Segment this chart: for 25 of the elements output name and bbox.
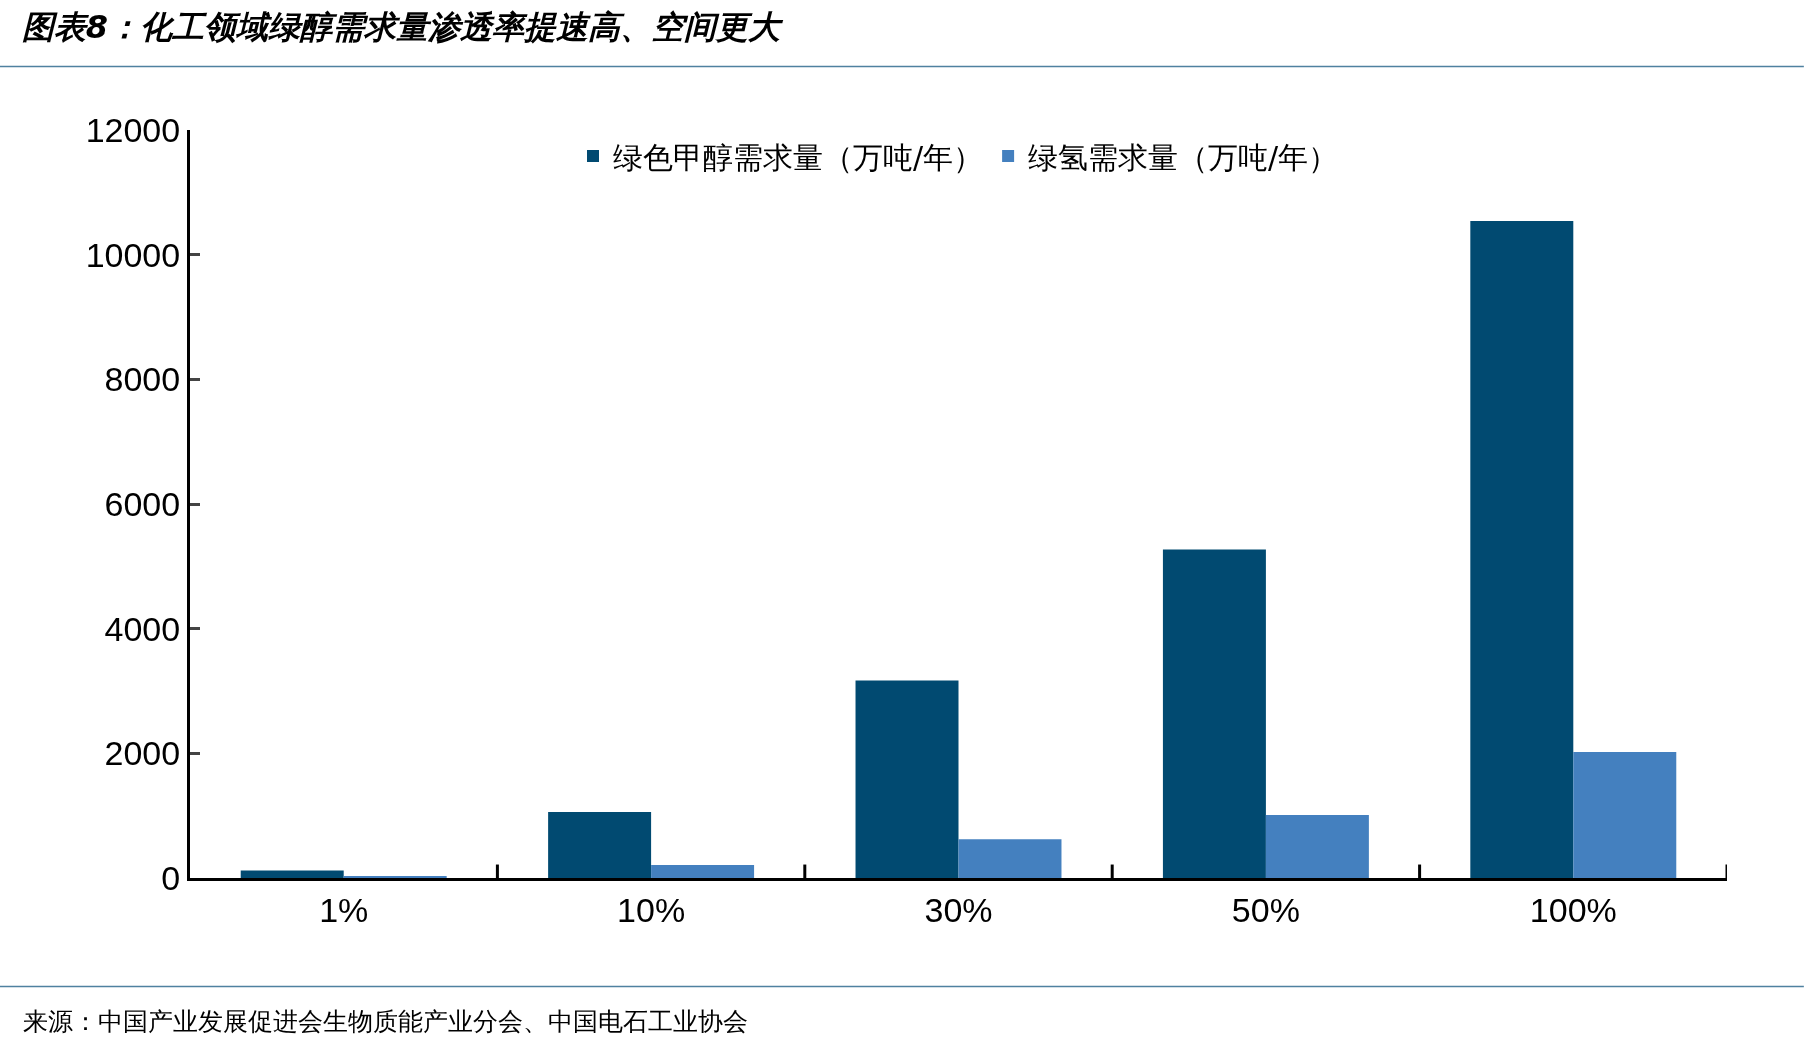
bar: [1573, 752, 1677, 878]
bar: [1265, 815, 1369, 878]
legend-label: 绿色甲醇需求量（万吨/年）: [613, 139, 984, 175]
source-note: 来源：中国产业发展促进会生物质能产业分会、中国电石工业协会: [23, 1007, 748, 1036]
y-tick-label: 4000: [104, 609, 181, 648]
x-tick-label: 50%: [1231, 890, 1300, 929]
x-tick-label: 30%: [924, 890, 993, 929]
bar: [1162, 549, 1266, 878]
bar: [958, 839, 1062, 878]
bar: [548, 811, 652, 878]
legend-label: 绿氢需求量（万吨/年）: [1028, 139, 1339, 175]
x-tick-label: 1%: [319, 890, 369, 929]
y-tick-label: 0: [161, 858, 181, 897]
bar: [1470, 221, 1574, 878]
y-tick-label: 2000: [104, 734, 181, 773]
bar: [651, 864, 755, 878]
y-tick-label: 8000: [104, 360, 181, 399]
chart-title: 图表8：化工领域绿醇需求量渗透率提速高、空间更大: [21, 8, 785, 47]
x-tick-label: 10%: [617, 890, 686, 929]
y-tick-label: 10000: [85, 235, 181, 274]
y-tick-label: 6000: [104, 484, 181, 523]
bar: [240, 870, 344, 878]
x-tick-label: 100%: [1529, 890, 1617, 929]
y-tick-label: 12000: [85, 110, 181, 149]
bar: [855, 680, 959, 878]
